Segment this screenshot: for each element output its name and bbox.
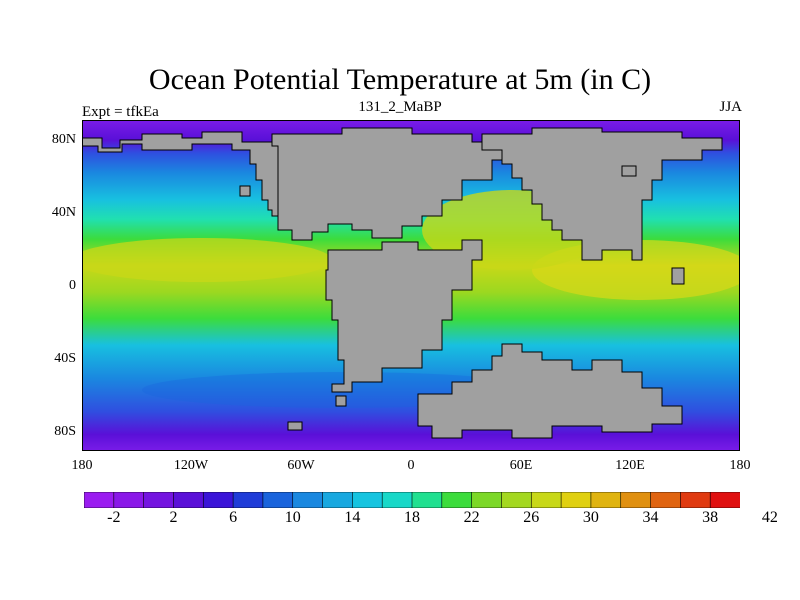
colorbar-swatch (530, 492, 562, 508)
colorbar-swatch (650, 492, 682, 508)
colorbar-swatch (143, 492, 175, 508)
colorbar-label: 42 (761, 509, 778, 526)
x-tick-120e: 120E (615, 458, 645, 473)
colorbar-label: 26 (523, 509, 540, 526)
land-island-3 (621, 165, 637, 177)
land-island-4 (239, 185, 251, 197)
colorbar (84, 492, 740, 508)
map-border (82, 120, 740, 451)
colorbar-swatch (113, 492, 145, 508)
colorbar-swatch (441, 492, 473, 508)
experiment-label: Expt = tfkEa (82, 104, 159, 120)
land-island-2 (335, 395, 347, 407)
y-tick-40s: 40S (54, 351, 76, 366)
y-tick-80n: 80N (51, 132, 76, 147)
map-svg (82, 120, 740, 451)
colorbar-label: 6 (229, 509, 238, 526)
colorbar-swatch (381, 492, 413, 508)
x-tick-60w: 60W (287, 458, 315, 473)
colorbar-swatch (471, 492, 503, 508)
colorbar-swatch (173, 492, 205, 508)
land-greenland-arctic (271, 127, 543, 241)
colorbar-swatch (262, 492, 294, 508)
land-gondwana (325, 239, 483, 393)
land-north-america (82, 131, 279, 217)
y-tick-0: 0 (69, 278, 76, 293)
colorbar-swatch (232, 492, 264, 508)
season-label: JJA (719, 99, 742, 115)
map-subtitle: 131_2_MaBP (358, 99, 442, 115)
y-tick-40n: 40N (51, 205, 76, 220)
land-antarctica-australia (417, 343, 683, 439)
colorbar-swatch (352, 492, 383, 508)
colorbar-label: 34 (642, 509, 659, 526)
colorbar-label: -2 (107, 509, 121, 526)
colorbar-swatch (411, 492, 443, 508)
warm-pool-west (82, 238, 332, 282)
colorbar-label: 38 (702, 509, 719, 526)
colorbar-label: 22 (463, 509, 480, 526)
colorbar-swatch (680, 492, 711, 508)
land-masses (82, 127, 723, 439)
x-tick-180e: 180 (729, 458, 751, 473)
colorbar-label: 18 (404, 509, 420, 526)
colorbar-swatch (590, 492, 622, 508)
colorbar-label: 10 (284, 509, 301, 526)
map-plot (82, 120, 740, 451)
colorbar-swatch (202, 492, 234, 508)
colorbar-label: 14 (344, 509, 361, 526)
land-island-5 (671, 267, 685, 285)
colorbar-label: 30 (582, 509, 599, 526)
x-tick-0: 0 (407, 458, 415, 473)
colorbar-swatch (560, 492, 592, 508)
colorbar-swatch (709, 492, 740, 508)
land-laurasia-east (481, 127, 723, 261)
colorbar-swatch (292, 492, 324, 508)
y-tick-80s: 80S (54, 424, 76, 439)
colorbar-swatch (84, 492, 115, 508)
x-tick-120w: 120W (173, 458, 209, 473)
land-island-1 (287, 421, 303, 431)
colorbar-swatch (322, 492, 354, 508)
colorbar-swatch (620, 492, 652, 508)
x-tick-180w: 180 (71, 458, 93, 473)
colorbar-label: 2 (169, 509, 178, 526)
x-tick-60e: 60E (509, 458, 533, 473)
map-title: Ocean Potential Temperature at 5m (in C) (148, 63, 652, 96)
colorbar-swatch (501, 492, 533, 508)
